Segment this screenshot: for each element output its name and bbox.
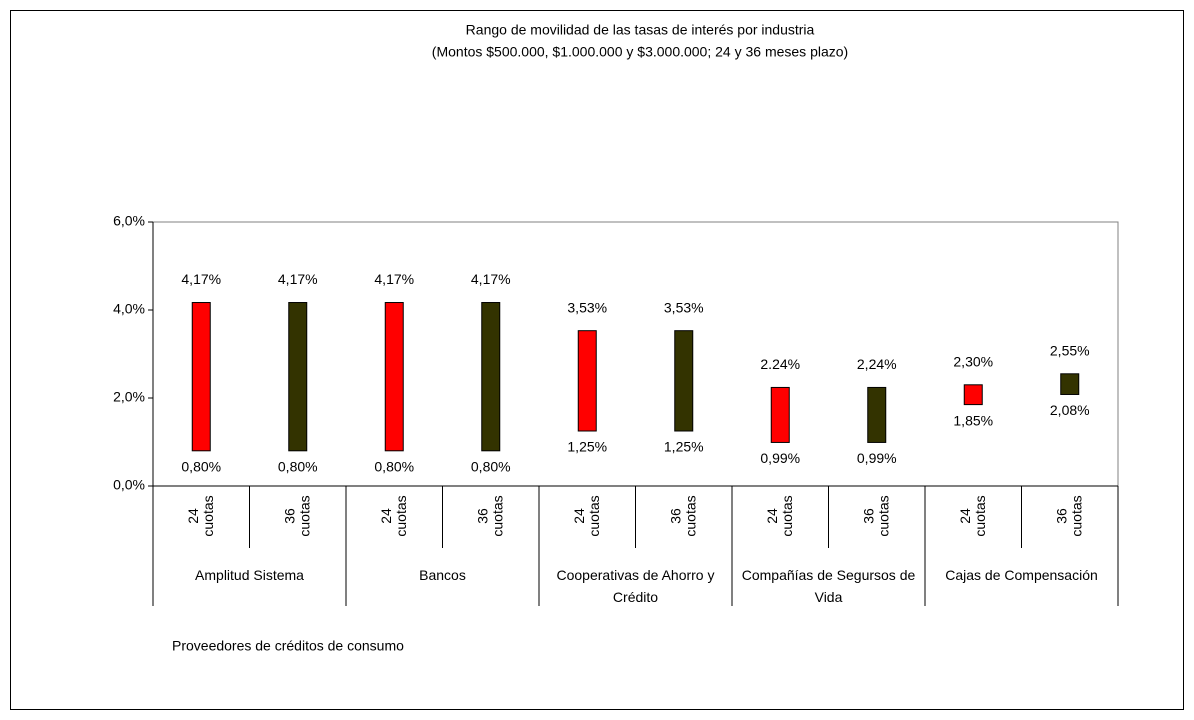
x-tick-label: 36cuotas <box>860 495 891 536</box>
bar <box>288 302 308 452</box>
x-tick-label: 36cuotas <box>1053 495 1084 536</box>
x-tick-label: 24cuotas <box>956 495 987 536</box>
high-label: 2,30% <box>953 354 993 370</box>
high-label: 3,53% <box>664 299 704 315</box>
bar <box>481 302 501 452</box>
x-tick-label: 24cuotas <box>763 495 794 536</box>
bar <box>770 386 790 443</box>
group-label: Cooperativas de Ahorro y Crédito <box>556 567 715 605</box>
bar <box>674 330 694 432</box>
y-tick-label: 2,0% <box>113 389 145 405</box>
x-tick-label: 24cuotas <box>570 495 601 536</box>
low-label: 0,99% <box>760 450 800 466</box>
chart-title: Rango de movilidad de las tasas de inter… <box>466 22 815 38</box>
bar <box>1060 373 1080 395</box>
group-label: Amplitud Sistema <box>195 567 304 583</box>
low-label: 0,80% <box>471 459 511 475</box>
x-tick-label: 36cuotas <box>474 495 505 536</box>
bar <box>867 386 887 443</box>
high-label: 3,53% <box>567 299 607 315</box>
low-label: 0,80% <box>181 459 221 475</box>
high-label: 4,17% <box>181 271 221 287</box>
low-label: 1,25% <box>664 439 704 455</box>
y-tick-label: 6,0% <box>113 213 145 229</box>
group-label: Bancos <box>419 567 466 583</box>
x-tick-label: 36cuotas <box>281 495 312 536</box>
bar <box>577 330 597 432</box>
high-label: 2,55% <box>1050 343 1090 359</box>
low-label: 0,80% <box>278 459 318 475</box>
x-tick-label: 36cuotas <box>667 495 698 536</box>
group-label: Cajas de Compensación <box>945 567 1098 583</box>
y-tick-label: 4,0% <box>113 301 145 317</box>
bar <box>384 302 404 452</box>
high-label: 4,17% <box>471 271 511 287</box>
group-label: Compañías de Segursos de Vida <box>741 567 916 605</box>
bar <box>963 384 983 406</box>
bar <box>191 302 211 452</box>
high-label: 4,17% <box>278 271 318 287</box>
low-label: 1,25% <box>567 439 607 455</box>
low-label: 0,99% <box>857 450 897 466</box>
low-label: 0,80% <box>374 459 414 475</box>
low-label: 2,08% <box>1050 402 1090 418</box>
plot-area <box>152 221 1119 487</box>
chart-subtitle: (Montos $500.000, $1.000.000 y $3.000.00… <box>432 44 848 60</box>
y-tick-label: 0,0% <box>113 477 145 493</box>
x-tick-label: 24cuotas <box>377 495 408 536</box>
x-tick-label: 24cuotas <box>184 495 215 536</box>
high-label: 2,24% <box>857 356 897 372</box>
high-label: 2.24% <box>760 356 800 372</box>
x-axis-title: Proveedores de créditos de consumo <box>172 638 404 654</box>
high-label: 4,17% <box>374 271 414 287</box>
low-label: 1,85% <box>953 412 993 428</box>
